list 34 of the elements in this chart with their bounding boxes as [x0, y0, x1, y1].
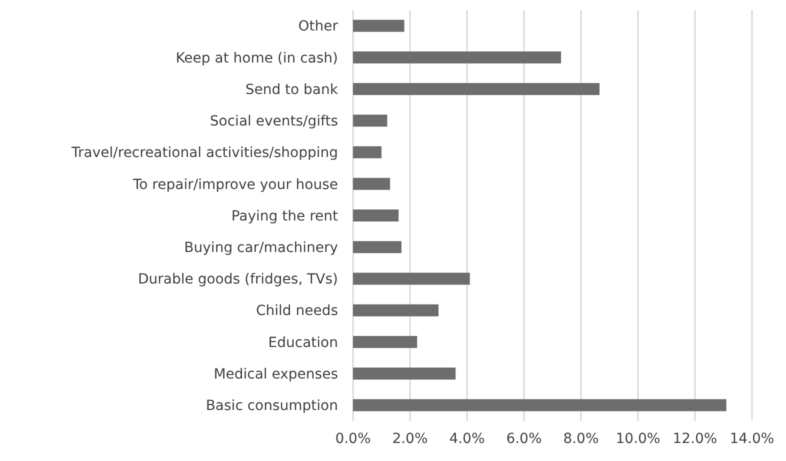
y-tick-label: Buying car/machinery — [184, 240, 338, 256]
bar — [353, 399, 726, 412]
x-tick-label: 8.0% — [563, 431, 599, 447]
bar — [353, 272, 470, 285]
x-tick-label: 0.0% — [335, 431, 371, 447]
bar — [353, 304, 438, 316]
bar — [353, 209, 399, 222]
bar — [353, 51, 562, 64]
y-tick-label: Education — [268, 334, 338, 351]
bar — [353, 114, 388, 127]
y-tick-label: Social events/gifts — [210, 114, 338, 130]
bar — [353, 20, 404, 32]
x-tick-label: 6.0% — [506, 431, 542, 447]
bar — [353, 146, 382, 158]
bar — [353, 83, 600, 96]
x-tick-label: 2.0% — [392, 431, 428, 447]
x-tick-label: 4.0% — [449, 431, 485, 447]
y-tick-label: Child needs — [256, 303, 338, 320]
y-tick-label: Durable goods (fridges, TVs) — [138, 272, 338, 288]
x-tick-label: 12.0% — [672, 431, 718, 447]
y-tick-label: Paying the rent — [231, 208, 338, 224]
y-tick-label: Travel/recreational activities/shopping — [70, 145, 338, 162]
bar — [353, 241, 402, 254]
y-tick-label: To repair/improve your house — [132, 176, 338, 193]
x-tick-label: 14.0% — [730, 431, 774, 447]
y-tick-label: Keep at home (in cash) — [176, 50, 338, 66]
y-tick-label: Basic consumption — [206, 398, 338, 414]
bar — [353, 368, 456, 380]
x-tick-label: 10.0% — [616, 431, 660, 447]
y-tick-label: Other — [298, 18, 338, 35]
bar — [353, 178, 390, 190]
y-tick-label: Medical expenses — [214, 366, 338, 382]
bar — [353, 336, 418, 348]
y-tick-label: Send to bank — [245, 82, 339, 98]
